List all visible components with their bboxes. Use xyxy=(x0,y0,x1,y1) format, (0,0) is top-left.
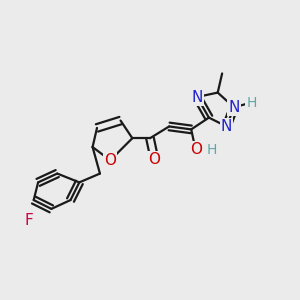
Text: N: N xyxy=(228,100,240,115)
Text: O: O xyxy=(148,152,160,167)
Text: H: H xyxy=(207,143,217,157)
Text: O: O xyxy=(104,153,116,168)
Text: N: N xyxy=(191,89,203,104)
Text: H: H xyxy=(247,96,257,110)
Text: N: N xyxy=(221,119,232,134)
Text: O: O xyxy=(190,142,202,158)
Text: F: F xyxy=(25,213,34,228)
